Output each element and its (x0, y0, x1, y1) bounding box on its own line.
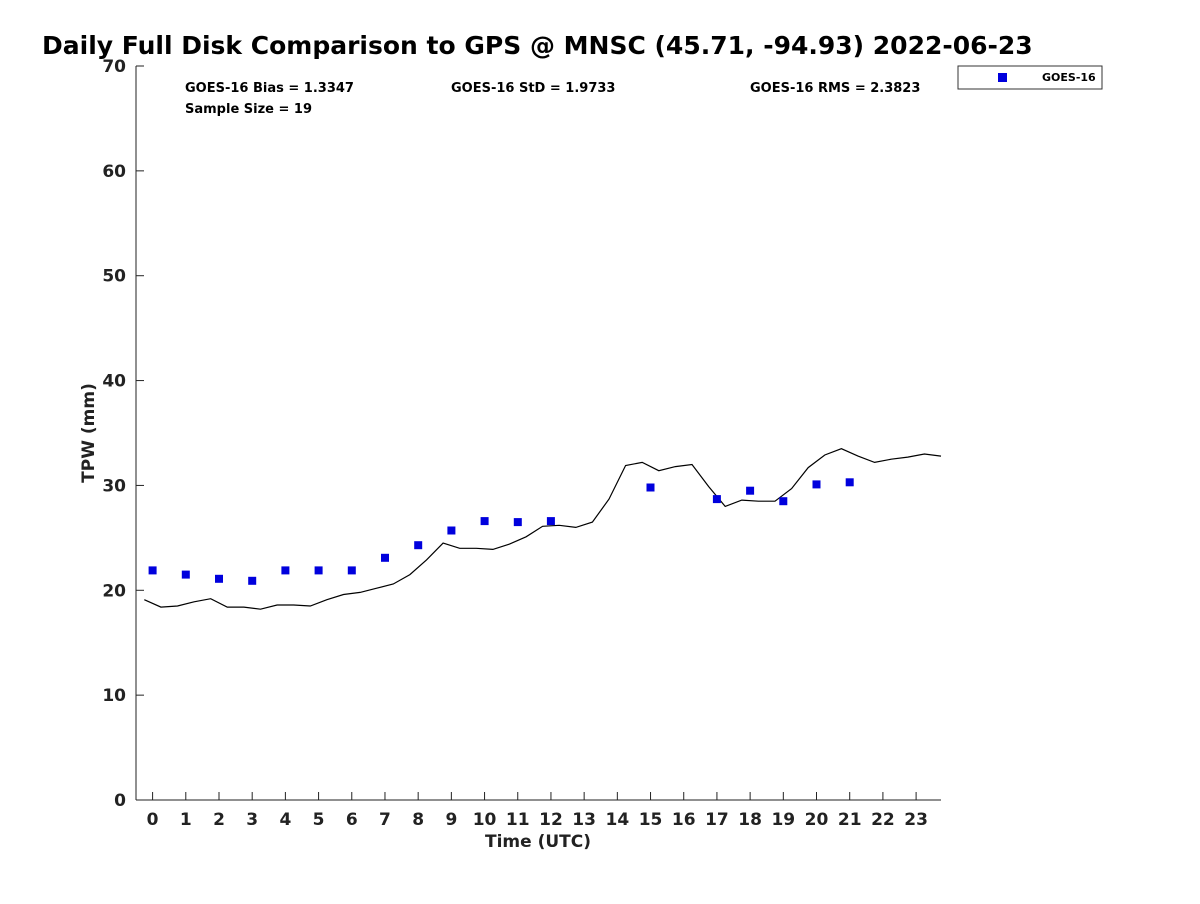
goes16-point (546, 517, 555, 526)
goes16-point (480, 517, 489, 526)
legend-box (957, 65, 1103, 90)
y-tick-label: 20 (102, 581, 126, 601)
x-tick-label: 15 (639, 810, 663, 830)
x-tick-label: 12 (539, 810, 563, 830)
y-tick-label: 30 (102, 476, 126, 496)
x-tick-label: 0 (147, 810, 159, 830)
y-ticks: 0 10 20 30 40 50 60 70 (102, 57, 144, 811)
y-tick-label: 0 (114, 791, 126, 811)
x-tick-label: 18 (738, 810, 762, 830)
x-tick-label: 21 (838, 810, 862, 830)
goes16-point (812, 480, 821, 489)
x-tick-label: 22 (871, 810, 895, 830)
goes16-point (281, 566, 290, 575)
y-tick-label: 60 (102, 162, 126, 182)
x-tick-label: 6 (346, 810, 358, 830)
goes16-point (381, 553, 389, 562)
x-tick-label: 16 (672, 810, 696, 830)
goes16-series (148, 478, 854, 585)
x-tick-label: 19 (771, 810, 795, 830)
stat-rms: GOES-16 RMS = 2.3823 (750, 81, 920, 96)
goes16-point (513, 518, 522, 527)
goes16-point (347, 566, 356, 575)
x-axis-label: Time (UTC) (485, 832, 591, 852)
legend-marker-goes16 (998, 73, 1007, 82)
y-tick-label: 70 (102, 57, 126, 77)
x-tick-label: 13 (572, 810, 596, 830)
x-ticks: 0 1 2 3 4 5 6 7 8 9 10 11 12 13 14 15 16 17 18 19 20 21 22 23 (147, 792, 928, 830)
goes16-point (215, 574, 223, 583)
goes16-point (181, 570, 190, 579)
goes16-point (414, 541, 423, 550)
y-tick-label: 10 (102, 686, 126, 706)
x-tick-label: 7 (379, 810, 391, 830)
x-tick-label: 3 (246, 810, 258, 830)
x-tick-label: 20 (805, 810, 829, 830)
x-tick-label: 5 (313, 810, 325, 830)
goes16-point (712, 495, 721, 504)
y-tick-label: 50 (102, 267, 126, 287)
x-tick-label: 11 (506, 810, 530, 830)
x-tick-label: 9 (445, 810, 457, 830)
stat-sample-size: Sample Size = 19 (185, 102, 312, 117)
goes16-point (646, 483, 655, 492)
x-tick-label: 17 (705, 810, 729, 830)
goes16-point (248, 576, 257, 585)
goes16-point (314, 566, 323, 575)
x-tick-label: 2 (213, 810, 225, 830)
x-tick-label: 10 (473, 810, 497, 830)
stat-std: GOES-16 StD = 1.9733 (451, 81, 615, 96)
stat-bias: GOES-16 Bias = 1.3347 (185, 81, 354, 96)
x-tick-label: 1 (180, 810, 192, 830)
gps-series (144, 448, 942, 610)
x-tick-label: 23 (904, 810, 928, 830)
x-tick-label: 8 (412, 810, 424, 830)
chart-title: Daily Full Disk Comparison to GPS @ MNSC… (42, 31, 1033, 60)
goes16-point (779, 497, 788, 506)
y-axis-label: TPW (mm) (79, 383, 99, 483)
legend: GOES-16 (957, 65, 1103, 90)
x-tick-label: 4 (279, 810, 291, 830)
gps-line (144, 448, 942, 610)
axes (135, 66, 941, 801)
goes16-point (746, 486, 755, 495)
goes16-point (148, 566, 157, 575)
goes16-point (845, 478, 854, 487)
legend-label-goes16: GOES-16 (1042, 71, 1096, 84)
goes16-point (447, 526, 456, 535)
x-tick-label: 14 (606, 810, 630, 830)
y-tick-label: 40 (102, 372, 126, 392)
